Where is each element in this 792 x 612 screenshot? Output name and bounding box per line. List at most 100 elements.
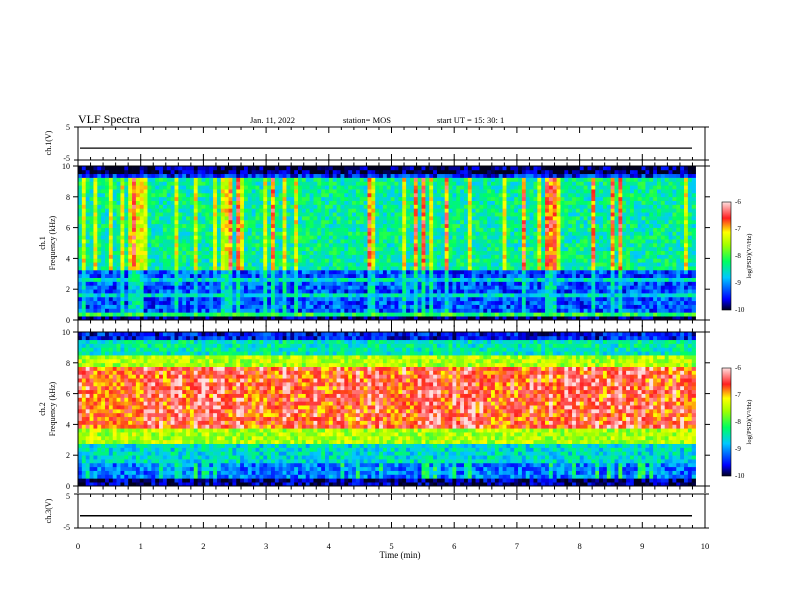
spectrogram-cell <box>236 192 241 198</box>
spectrogram-cell <box>328 181 334 186</box>
spectrogram-cell <box>97 243 102 248</box>
spectrogram-cell <box>298 277 303 282</box>
spectrogram-cell <box>232 258 237 263</box>
spectrogram-cell <box>417 289 422 294</box>
spectrogram-cell <box>282 166 287 171</box>
spectrogram-cell <box>363 281 368 286</box>
spectrogram-cell <box>340 196 345 201</box>
spectrogram-cell <box>294 223 299 228</box>
spectrogram-cell <box>313 235 318 240</box>
spectrogram-cell <box>236 216 241 221</box>
spectrogram-cell <box>263 273 268 278</box>
spectrogram-cell <box>545 250 550 255</box>
spectrogram-cell <box>332 227 337 232</box>
spectrogram-cell <box>128 189 133 194</box>
spectrogram-cell <box>483 223 488 228</box>
spectrogram-cell <box>151 250 156 255</box>
spectrogram-cell <box>97 285 102 290</box>
spectrogram-cell <box>429 166 434 171</box>
spectrogram-cell <box>174 296 179 302</box>
spectrogram-cell <box>290 277 295 282</box>
spectrogram-cell <box>213 300 218 305</box>
spectrogram-cell <box>224 254 229 259</box>
spectrogram-cell <box>170 258 175 263</box>
spectrogram-cell <box>502 246 507 252</box>
spectrogram-cell <box>402 262 407 267</box>
spectrogram-cell <box>359 277 364 282</box>
spectrogram-cell <box>355 192 361 198</box>
spectrogram-cell <box>406 208 411 213</box>
spectrogram-cell <box>409 169 415 175</box>
spectrogram-cell <box>545 293 550 298</box>
spectrogram-cell <box>247 285 253 290</box>
spectrogram-cell <box>367 296 372 302</box>
spectrogram-cell <box>359 166 364 171</box>
spectrogram-cell <box>243 216 249 221</box>
spectrogram-cell <box>112 208 117 213</box>
spectrogram-cell <box>290 227 295 232</box>
spectrogram-cell <box>336 169 341 175</box>
spectrogram-cell <box>348 235 353 240</box>
spectrogram-cell <box>271 200 276 205</box>
spectrogram-cell <box>375 212 380 217</box>
spectrogram-cell <box>135 250 141 255</box>
spectrogram-cell <box>201 254 206 259</box>
spectrogram-cell <box>178 300 183 305</box>
spectrogram-cell <box>120 200 125 205</box>
spectrogram-cell <box>456 200 461 205</box>
spectrogram-cell <box>409 281 415 286</box>
spectrogram-cell <box>510 273 515 278</box>
spectrogram-cell <box>363 304 368 309</box>
spectrogram-cell <box>162 243 168 248</box>
spectrogram-cell <box>182 239 187 244</box>
spectrogram-cell <box>89 189 94 194</box>
ch1-spectrogram-cells <box>78 166 696 321</box>
spectrogram-cell <box>317 262 322 267</box>
spectrogram-cell <box>529 227 534 232</box>
spectrogram-cell <box>321 289 326 294</box>
spectrogram-cell <box>533 277 538 282</box>
spectrogram-cell <box>518 296 523 302</box>
spectrogram-cell <box>155 235 160 240</box>
spectrogram-cell <box>197 243 202 248</box>
spectrogram-cell <box>317 246 322 252</box>
spectrogram-cell <box>352 216 357 221</box>
spectrogram-cell <box>213 273 218 278</box>
spectrogram-cell <box>298 281 303 286</box>
spectrogram-cell <box>205 289 210 294</box>
spectrogram-cell <box>444 219 449 225</box>
spectrogram-cell <box>105 235 110 240</box>
spectrogram-cell <box>510 166 515 171</box>
spectrogram-cell <box>93 269 98 275</box>
spectrogram-cell <box>336 246 341 252</box>
spectrogram-cell <box>413 296 419 302</box>
spectrogram-cell <box>301 185 307 190</box>
spectrogram-cell <box>471 196 476 201</box>
spectrogram-cell <box>456 189 461 194</box>
spectrogram-cell <box>541 312 546 317</box>
spectrogram-cell <box>328 250 334 255</box>
spectrogram-cell <box>159 181 164 186</box>
spectrogram-cell <box>379 243 384 248</box>
spectrogram-cell <box>533 181 538 186</box>
spectrogram-cell <box>85 200 90 205</box>
spectrogram-cell <box>220 293 226 298</box>
spectrogram-cell <box>521 243 527 248</box>
spectrogram-cell <box>189 200 195 205</box>
spectrogram-cell <box>228 254 233 259</box>
spectrogram-cell <box>348 296 353 302</box>
spectrogram-cell <box>409 166 415 171</box>
spectrogram-cell <box>305 269 310 275</box>
spectrogram-cell <box>305 200 310 205</box>
spectrogram-cell <box>290 200 295 205</box>
spectrogram-cell <box>274 258 280 263</box>
spectrogram-cell <box>479 208 484 213</box>
spectrogram-cell <box>491 246 496 252</box>
spectrogram-cell <box>178 185 183 190</box>
spectrogram-cell <box>386 227 392 232</box>
spectrogram-cell <box>506 277 511 282</box>
spectrogram-cell <box>186 246 191 252</box>
spectrogram-cell <box>521 281 527 286</box>
spectrogram-cell <box>421 216 426 221</box>
spectrogram-cell <box>209 258 214 263</box>
